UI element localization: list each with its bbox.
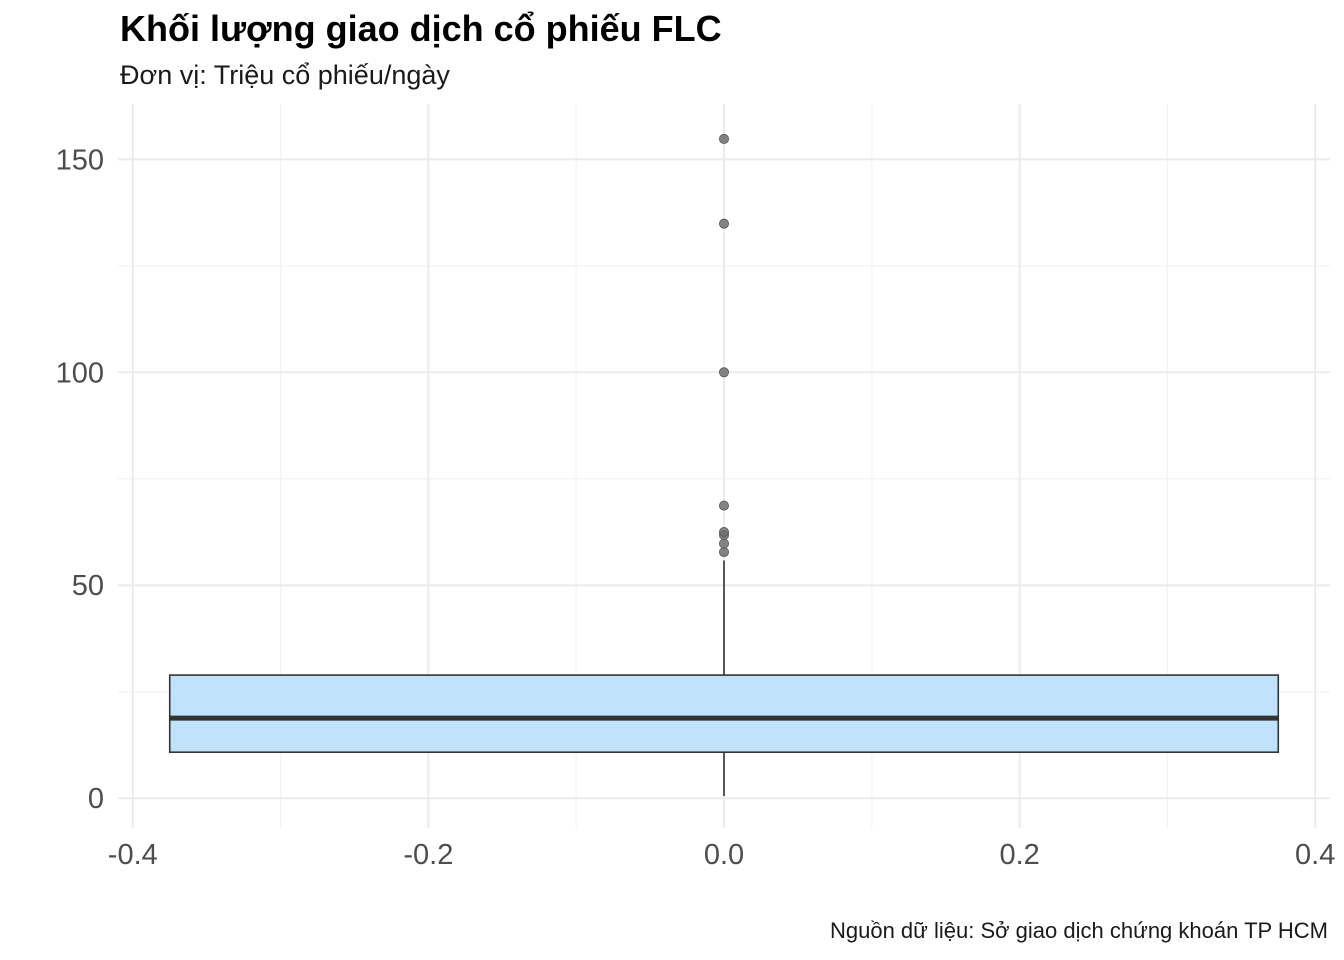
x-axis-tick-labels: -0.4 -0.2 0.0 0.2 0.4 <box>108 839 1336 871</box>
chart-caption: Nguồn dữ liệu: Sở giao dịch chứng khoán … <box>829 918 1328 943</box>
major-gridlines <box>118 104 1330 828</box>
x-tick-label: -0.2 <box>403 839 453 871</box>
x-tick-label: -0.4 <box>108 839 158 871</box>
x-tick-label: 0.2 <box>999 839 1039 871</box>
iqr-box <box>168 674 1280 753</box>
chart-title: Khối lượng giao dịch cổ phiếu FLC <box>120 8 722 49</box>
outlier-point <box>719 527 730 538</box>
outlier-point <box>719 218 730 229</box>
y-tick-label: 150 <box>56 144 104 176</box>
y-tick-label: 100 <box>56 357 104 389</box>
outlier-point <box>719 367 730 378</box>
y-axis-tick-labels: 0 50 100 150 <box>56 144 104 815</box>
x-tick-label: 0.0 <box>704 839 744 871</box>
chart-subtitle: Đơn vị: Triệu cổ phiếu/ngày <box>120 60 450 90</box>
plot-marks <box>168 133 1280 797</box>
outlier-point <box>719 500 730 511</box>
y-tick-label: 0 <box>88 783 104 815</box>
x-tick-label: 0.4 <box>1295 839 1335 871</box>
outlier-point <box>719 133 730 144</box>
outlier-point <box>719 538 730 549</box>
y-tick-label: 50 <box>72 570 104 602</box>
outlier-point <box>719 547 730 558</box>
